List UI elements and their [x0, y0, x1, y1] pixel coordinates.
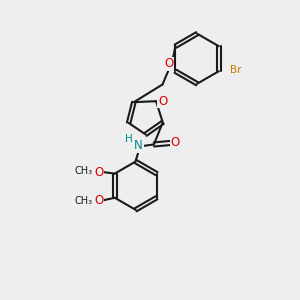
Text: O: O: [94, 194, 103, 207]
Text: O: O: [94, 166, 103, 178]
Text: Br: Br: [230, 65, 242, 75]
Text: CH₃: CH₃: [75, 166, 93, 176]
Text: O: O: [171, 136, 180, 149]
Text: H: H: [125, 134, 133, 145]
Text: O: O: [158, 95, 167, 108]
Text: O: O: [164, 57, 174, 70]
Text: CH₃: CH₃: [75, 196, 93, 206]
Text: N: N: [134, 140, 143, 152]
